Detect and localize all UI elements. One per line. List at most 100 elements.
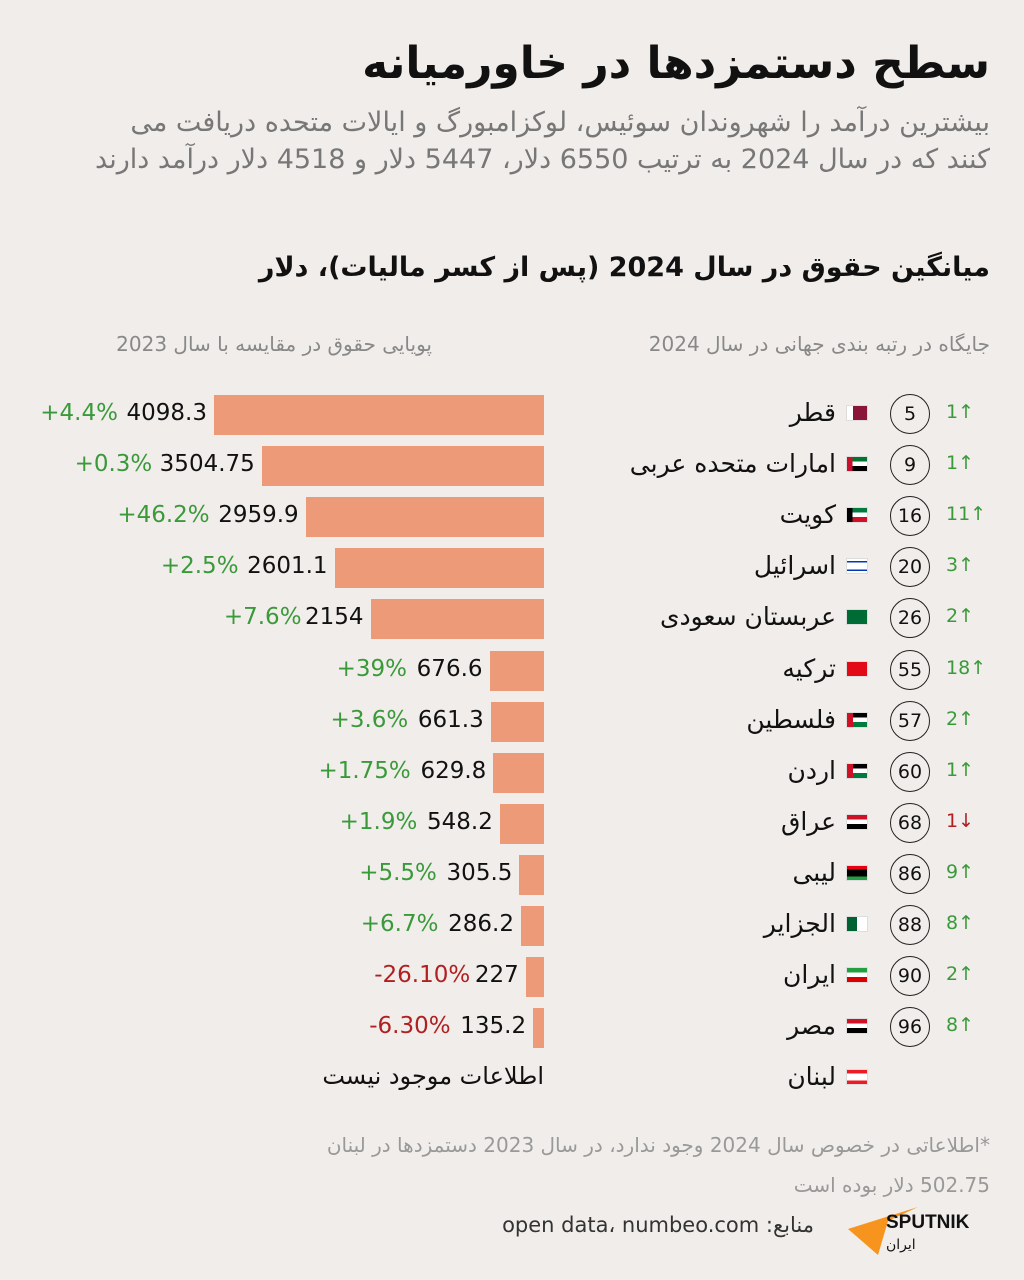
table-row: 2154 +7.6% عربستان سعودی 26 2↑ xyxy=(0,597,1024,641)
change-label: +39% xyxy=(336,655,408,682)
rank-badge: 26 xyxy=(890,598,930,639)
change-label: +1.9% xyxy=(339,808,418,835)
value-label: 676.6 xyxy=(416,655,483,682)
bar xyxy=(533,1008,544,1049)
sputnik-logo: SPUTNIK ایران xyxy=(848,1207,993,1257)
rank-change: 8↑ xyxy=(946,912,974,934)
change-label: +3.6% xyxy=(330,706,409,733)
country-name: اردن xyxy=(787,755,836,785)
change-label: +6.7% xyxy=(360,911,439,937)
svg-text:SPUTNIK: SPUTNIK xyxy=(886,1212,970,1233)
arrow-up-icon: ↑ xyxy=(958,452,975,475)
arrow-up-icon: ↑ xyxy=(958,1014,975,1037)
flag-libya-icon xyxy=(846,864,868,881)
country-name: ترکیه xyxy=(782,653,836,683)
value-label: 3504.75 xyxy=(159,451,255,478)
change-label: +4.4% xyxy=(40,400,118,426)
country-name: عراق xyxy=(780,806,836,836)
change-label: +46.2% xyxy=(117,502,210,529)
country-name: قطر xyxy=(789,398,836,427)
change-label: +1.75% xyxy=(318,757,411,784)
rank-badge: 60 xyxy=(890,751,930,792)
change-label: +7.6% xyxy=(223,604,302,631)
table-row: 227 -26.10% ایران 90 2↑ xyxy=(0,955,1024,999)
value-label: 661.3 xyxy=(417,706,484,733)
table-row: 4098.3 +4.4% قطر 5 1↑ xyxy=(0,393,1024,437)
country-name: لیبی xyxy=(792,857,836,887)
table-row: 2601.1 +2.5% اسرائیل 20 3↑ xyxy=(0,546,1024,590)
value-label: 629.8 xyxy=(420,757,487,784)
arrow-up-icon: ↑ xyxy=(958,912,975,934)
table-row: 2959.9 +46.2% کویت 16 11↑ xyxy=(0,495,1024,539)
rank-change-value: 2 xyxy=(946,963,959,986)
rank-change: 1↓ xyxy=(946,810,974,832)
rank-change-value: 11 xyxy=(946,503,971,526)
flag-turkey-icon xyxy=(846,660,868,677)
value-label: 2959.9 xyxy=(218,502,299,529)
value-label: 227 xyxy=(474,962,519,989)
no-data-label: اطلاعات موجود نیست xyxy=(322,1062,544,1091)
country-name: ایران xyxy=(782,960,836,990)
flag-kuwait-icon xyxy=(846,507,868,524)
sputnik-logo-icon: SPUTNIK ایران xyxy=(848,1207,970,1255)
country-name: عربستان سعودی xyxy=(659,602,836,632)
country-name: کویت xyxy=(779,500,836,530)
rank-change-value: 8 xyxy=(946,912,959,934)
rank-badge: 20 xyxy=(890,547,930,588)
value-label: 2154 xyxy=(305,604,364,631)
table-row: 305.5 +5.5% لیبی 86 9↑ xyxy=(0,853,1024,897)
country-name: فلسطین xyxy=(746,704,836,734)
rank-badge: 55 xyxy=(890,649,930,690)
table-row: 286.2 +6.7% الجزایر 88 8↑ xyxy=(0,904,1024,948)
rank-change: 1↑ xyxy=(946,401,974,423)
table-row: اطلاعات موجود نیست لبنان xyxy=(0,1057,1024,1101)
flag-iran-icon xyxy=(846,967,868,984)
flag-uae-icon xyxy=(846,456,868,473)
value-label: 4098.3 xyxy=(126,400,207,426)
table-row: 629.8 +1.75% اردن 60 1↑ xyxy=(0,751,1024,795)
flag-algeria-icon xyxy=(846,916,868,932)
bar xyxy=(519,854,544,895)
rank-change-value: 18 xyxy=(946,656,971,679)
rank-badge: 86 xyxy=(890,853,930,894)
arrow-down-icon: ↓ xyxy=(958,809,975,832)
arrow-up-icon: ↑ xyxy=(970,656,987,679)
arrow-up-icon: ↑ xyxy=(958,860,975,883)
sources: منابع: open data، numbeo.com xyxy=(502,1213,814,1237)
rank-change-value: 1 xyxy=(946,452,959,475)
rank-change-value: 1 xyxy=(946,401,959,423)
rank-change-value: 2 xyxy=(946,605,959,628)
rank-column-header: جایگاه در رتبه بندی جهانی در سال 2024 xyxy=(648,332,990,356)
rank-change: 2↑ xyxy=(946,708,974,730)
rank-badge: 9 xyxy=(890,445,930,486)
rank-change: 18↑ xyxy=(946,657,986,679)
rank-change-value: 3 xyxy=(946,554,959,577)
rank-change: 9↑ xyxy=(946,861,974,883)
rank-change-value: 8 xyxy=(946,1014,959,1037)
subtitle: بیشترین درآمد را شهروندان سوئیس، لوکزامب… xyxy=(95,107,990,175)
rank-badge: 90 xyxy=(890,956,930,997)
table-row: 135.2 -6.30% مصر 96 8↑ xyxy=(0,1006,1024,1050)
svg-text:ایران: ایران xyxy=(886,1237,916,1253)
value-label: 2601.1 xyxy=(247,553,328,580)
change-label: +2.5% xyxy=(160,553,239,580)
bar xyxy=(261,446,544,487)
flag-saudi-icon xyxy=(846,609,868,626)
bar xyxy=(489,650,544,691)
rank-badge: 68 xyxy=(890,802,930,843)
bar xyxy=(305,497,544,538)
arrow-up-icon: ↑ xyxy=(958,401,975,423)
rank-change: 2↑ xyxy=(946,605,974,627)
flag-jordan-icon xyxy=(846,762,868,779)
rank-change: 3↑ xyxy=(946,554,974,576)
rank-change-value: 9 xyxy=(946,860,959,883)
rank-change-value: 2 xyxy=(946,707,959,730)
rank-change: 1↑ xyxy=(946,452,974,474)
table-row: 661.3 +3.6% فلسطین 57 2↑ xyxy=(0,700,1024,744)
value-label: 548.2 xyxy=(427,808,493,835)
bar xyxy=(370,599,544,640)
bar xyxy=(334,548,544,589)
bar xyxy=(499,803,544,844)
arrow-up-icon: ↑ xyxy=(958,963,975,986)
flag-egypt-icon xyxy=(846,1018,868,1035)
